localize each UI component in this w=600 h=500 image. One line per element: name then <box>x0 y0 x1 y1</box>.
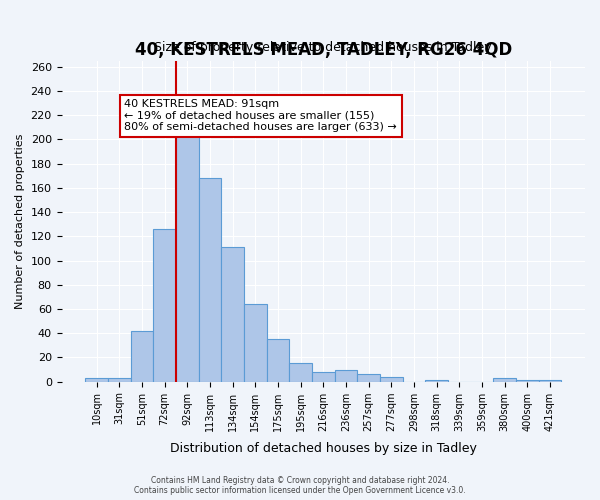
Bar <box>357 374 380 382</box>
Bar <box>312 372 335 382</box>
Title: 40, KESTRELS MEAD, TADLEY, RG26 4QD: 40, KESTRELS MEAD, TADLEY, RG26 4QD <box>134 41 512 59</box>
Bar <box>335 370 357 382</box>
Bar <box>539 380 561 382</box>
Text: Contains HM Land Registry data © Crown copyright and database right 2024.
Contai: Contains HM Land Registry data © Crown c… <box>134 476 466 495</box>
Bar <box>289 364 312 382</box>
Bar <box>516 380 539 382</box>
Bar <box>85 378 108 382</box>
Text: 40 KESTRELS MEAD: 91sqm
← 19% of detached houses are smaller (155)
80% of semi-d: 40 KESTRELS MEAD: 91sqm ← 19% of detache… <box>124 99 397 132</box>
Bar <box>108 378 131 382</box>
Bar <box>199 178 221 382</box>
Y-axis label: Number of detached properties: Number of detached properties <box>15 134 25 309</box>
Bar <box>266 340 289 382</box>
Bar <box>176 136 199 382</box>
Bar <box>493 378 516 382</box>
Bar <box>380 377 403 382</box>
Bar <box>131 331 154 382</box>
Text: Size of property relative to detached houses in Tadley: Size of property relative to detached ho… <box>154 42 492 54</box>
Bar <box>154 229 176 382</box>
Bar <box>221 247 244 382</box>
Bar <box>425 380 448 382</box>
Bar <box>244 304 266 382</box>
X-axis label: Distribution of detached houses by size in Tadley: Distribution of detached houses by size … <box>170 442 477 455</box>
